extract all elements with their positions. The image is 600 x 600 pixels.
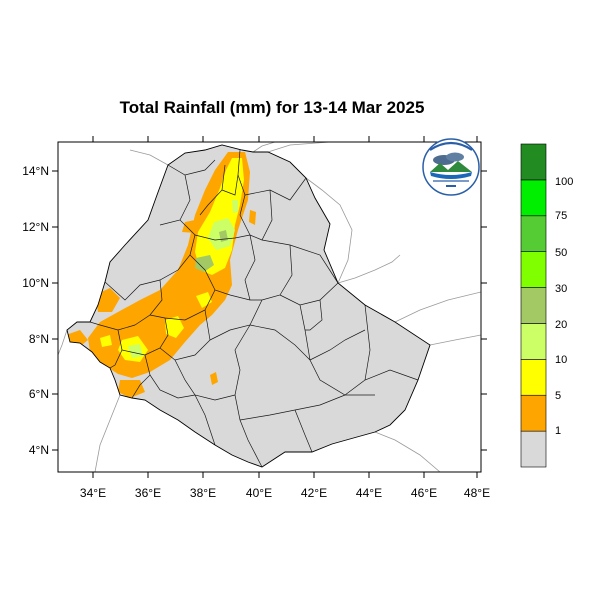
plot-frame bbox=[57, 141, 482, 473]
colorbar-swatch bbox=[520, 430, 547, 468]
colorbar-swatch bbox=[520, 287, 547, 324]
x-tick-label: 40°E bbox=[246, 486, 272, 500]
x-tick-label: 42°E bbox=[301, 486, 327, 500]
colorbar-label: 75 bbox=[555, 210, 567, 222]
axis-ticks bbox=[52, 136, 487, 478]
ethiopian-meteorology-institute-logo-icon bbox=[422, 138, 480, 196]
colorbar-label: 100 bbox=[555, 176, 573, 188]
y-tick-label: 10°N bbox=[22, 276, 49, 290]
region-boundaries bbox=[89, 149, 419, 468]
colorbar-label: 1 bbox=[555, 425, 561, 437]
colorbar-swatch bbox=[520, 179, 547, 217]
colorbar bbox=[520, 143, 547, 468]
y-tick-label: 6°N bbox=[29, 387, 49, 401]
colorbar-label: 10 bbox=[555, 354, 567, 366]
rainfall-overlay bbox=[67, 152, 256, 398]
colorbar-swatch bbox=[520, 251, 547, 288]
y-tick-label: 4°N bbox=[29, 443, 49, 457]
colorbar-swatch bbox=[520, 359, 547, 396]
colorbar-swatch bbox=[520, 323, 547, 360]
x-tick-label: 48°E bbox=[464, 486, 490, 500]
colorbar-label: 20 bbox=[555, 319, 567, 331]
colorbar-label: 5 bbox=[555, 390, 561, 402]
y-tick-label: 12°N bbox=[22, 220, 49, 234]
map-plot-area bbox=[58, 142, 481, 472]
colorbar-swatch bbox=[520, 215, 547, 252]
colorbar-swatch bbox=[520, 143, 547, 181]
map-title: Total Rainfall (mm) for 13-14 Mar 2025 bbox=[120, 98, 425, 117]
x-tick-label: 38°E bbox=[190, 486, 216, 500]
x-tick-labels: 34°E 36°E 38°E 40°E 42°E 44°E 46°E 48°E bbox=[80, 486, 490, 500]
rainfall-1-5mm bbox=[67, 152, 256, 398]
colorbar-label: 50 bbox=[555, 247, 567, 259]
colorbar-swatch bbox=[520, 394, 547, 432]
colorbar-labels: 100 75 50 30 20 10 5 1 bbox=[555, 176, 573, 437]
x-tick-label: 36°E bbox=[135, 486, 161, 500]
x-tick-label: 46°E bbox=[411, 486, 437, 500]
x-tick-label: 44°E bbox=[356, 486, 382, 500]
neighbor-boundaries bbox=[58, 142, 481, 472]
x-tick-label: 34°E bbox=[80, 486, 106, 500]
y-tick-label: 14°N bbox=[22, 164, 49, 178]
colorbar-label: 30 bbox=[555, 283, 567, 295]
y-tick-label: 8°N bbox=[29, 332, 49, 346]
y-tick-labels: 14°N 12°N 10°N 8°N 6°N 4°N bbox=[22, 164, 49, 457]
